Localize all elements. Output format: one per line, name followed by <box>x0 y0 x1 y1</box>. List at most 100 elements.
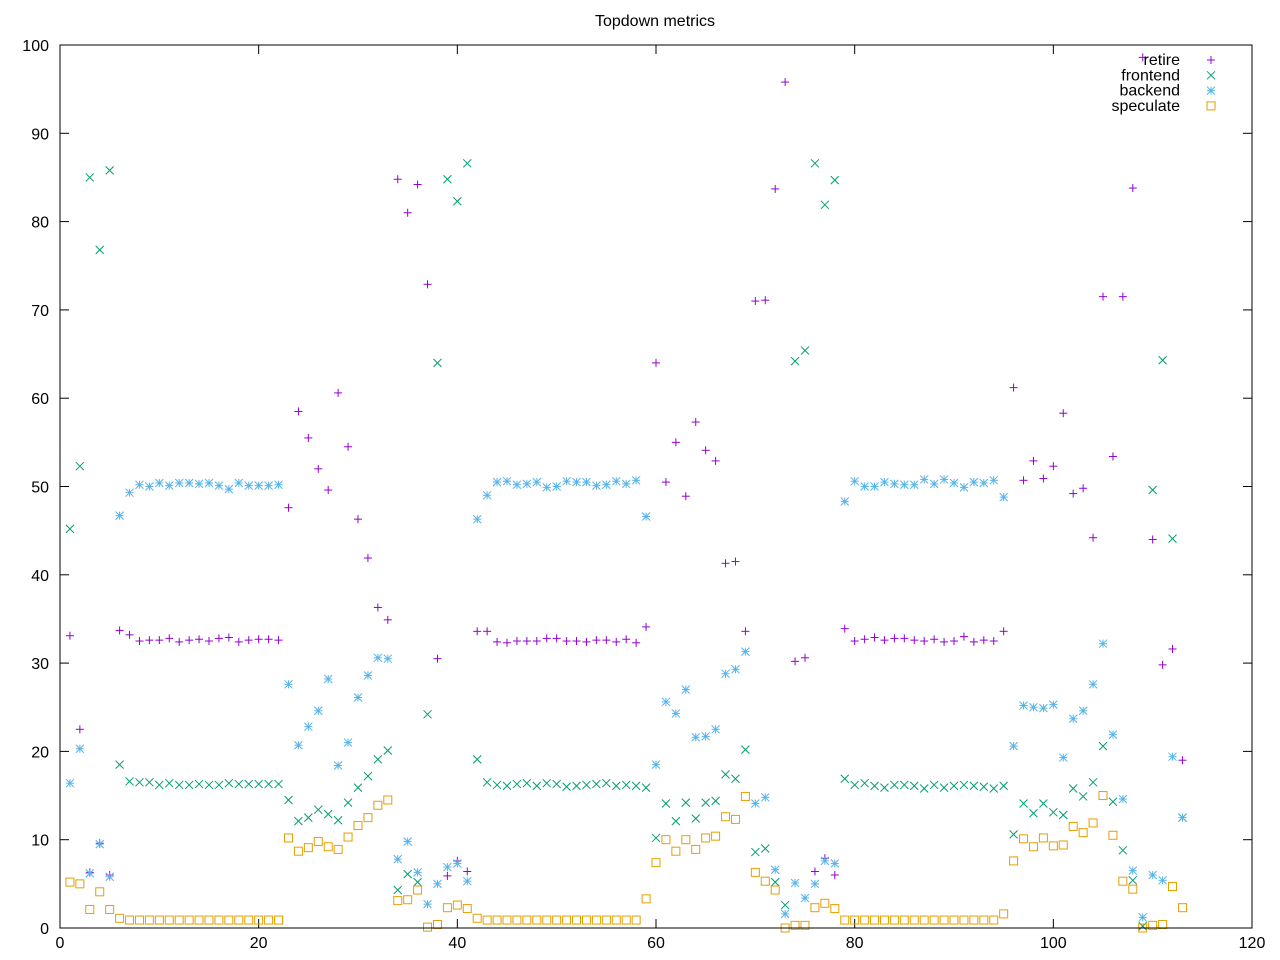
retire-point <box>562 637 571 646</box>
retire-point <box>989 637 998 646</box>
retire-point <box>741 627 750 636</box>
frontend-point <box>929 780 939 790</box>
frontend-point <box>1098 741 1108 751</box>
speculate-point <box>929 915 939 925</box>
frontend-point <box>890 780 899 790</box>
speculate-point <box>234 915 244 925</box>
speculate-point <box>989 915 999 925</box>
frontend-point <box>194 779 204 789</box>
backend-point <box>294 740 303 750</box>
backend-point <box>492 477 502 487</box>
frontend-point <box>284 795 293 805</box>
backend-point <box>760 792 770 802</box>
frontend-point <box>1088 777 1098 787</box>
frontend-point <box>671 816 681 826</box>
retire-point <box>552 634 561 643</box>
speculate-point <box>393 896 403 906</box>
frontend-point <box>691 814 701 823</box>
retire-point <box>1108 452 1117 461</box>
backend-point <box>443 862 452 872</box>
retire-point <box>393 175 402 184</box>
retire-point <box>1079 484 1088 493</box>
backend-point <box>611 476 621 486</box>
frontend-point <box>462 158 472 168</box>
backend-point <box>671 709 681 718</box>
frontend-point <box>1168 534 1177 543</box>
retire-point <box>1049 462 1058 471</box>
retire-point <box>373 603 382 612</box>
backend-point <box>105 872 115 882</box>
speculate-point <box>1128 884 1138 894</box>
speculate-point <box>730 814 740 824</box>
legend-marker <box>1207 56 1215 64</box>
speculate-point <box>264 915 274 925</box>
frontend-point <box>1019 799 1028 808</box>
backend-point <box>1019 701 1028 710</box>
speculate-point <box>482 915 492 925</box>
backend-point <box>164 481 174 490</box>
retire-point <box>503 638 511 647</box>
frontend-point <box>532 781 542 791</box>
frontend-point <box>641 783 651 792</box>
backend-point <box>1178 813 1187 822</box>
speculate-point <box>125 915 135 925</box>
backend-point <box>1009 741 1018 751</box>
speculate-point <box>293 846 303 856</box>
retire-point <box>840 624 849 633</box>
series-backend <box>65 475 1187 922</box>
speculate-point <box>472 913 482 923</box>
speculate-point <box>164 915 174 925</box>
backend-point <box>95 839 105 849</box>
retire-point <box>1029 456 1038 465</box>
speculate-point <box>363 813 373 823</box>
backend-point <box>820 856 830 866</box>
retire-point <box>1148 535 1157 544</box>
frontend-point <box>770 877 780 887</box>
speculate-point <box>651 858 661 868</box>
speculate-point <box>641 894 651 904</box>
backend-point <box>1108 730 1118 739</box>
backend-point <box>482 490 492 500</box>
speculate-point <box>760 876 770 886</box>
frontend-point <box>1128 875 1138 885</box>
backend-point <box>1039 703 1048 713</box>
backend-point <box>323 674 333 684</box>
legend-item-frontend: frontend <box>1121 67 1216 84</box>
frontend-point <box>1148 485 1158 495</box>
frontend-point <box>850 780 860 790</box>
frontend-point <box>145 777 154 787</box>
speculate-point <box>790 920 800 930</box>
frontend-point <box>562 782 571 792</box>
retire-point <box>1158 660 1167 669</box>
retire-point <box>880 636 889 645</box>
frontend-point <box>870 781 879 791</box>
backend-point <box>1048 700 1058 709</box>
backend-point <box>214 481 224 490</box>
frontend-point <box>323 809 333 819</box>
frontend-point <box>651 833 661 843</box>
retire-point <box>354 515 362 524</box>
backend-point <box>681 685 691 694</box>
backend-point <box>790 878 800 888</box>
retire-point <box>155 636 164 645</box>
speculate-point <box>661 835 671 845</box>
speculate-point <box>1108 830 1118 840</box>
legend-marker <box>1206 86 1216 95</box>
backend-point <box>860 482 869 491</box>
retire-point <box>920 637 929 646</box>
backend-point <box>919 475 929 484</box>
backend-point <box>1068 714 1078 724</box>
frontend-point <box>1058 810 1068 820</box>
speculate-point <box>184 915 194 925</box>
backend-point <box>780 909 790 919</box>
retire-point <box>512 637 521 646</box>
retire-point <box>1019 476 1028 485</box>
retire-point <box>661 478 670 487</box>
legend-label: backend <box>1120 83 1181 100</box>
backend-point <box>830 859 840 868</box>
backend-point <box>969 477 979 487</box>
speculate-point <box>532 915 542 925</box>
frontend-point <box>95 245 105 255</box>
speculate-point <box>274 915 284 925</box>
